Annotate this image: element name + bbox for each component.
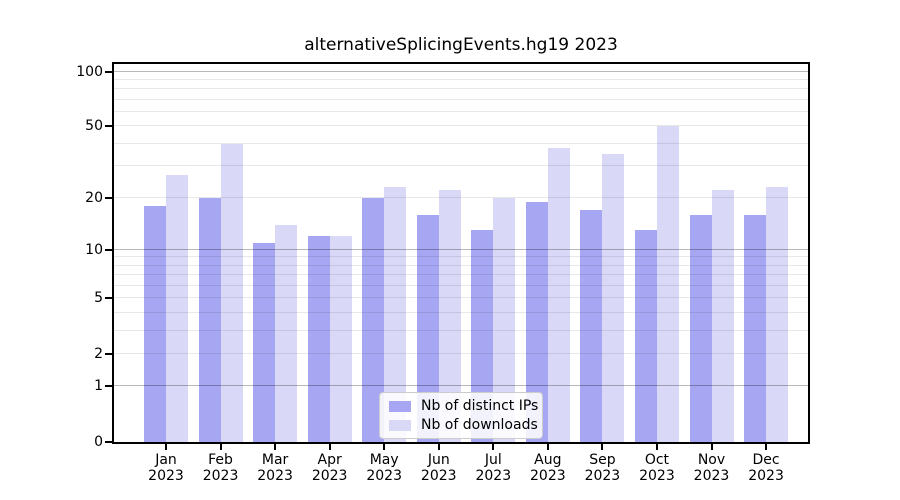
y-tick-label-100: 100 <box>76 63 103 80</box>
x-tick-apr <box>328 442 331 450</box>
x-tick-nov <box>710 442 713 450</box>
y-tick-0 <box>105 441 112 443</box>
bar-distinct-ips-jan <box>144 205 166 442</box>
bar-distinct-ips-jun <box>416 214 439 442</box>
y-tick-50 <box>105 125 112 128</box>
legend-label-distinct-ips: Nb of distinct IPs <box>421 398 539 414</box>
gridline-minor-60 <box>114 111 808 113</box>
bar-distinct-ips-mar <box>253 242 276 442</box>
gridline-minor-80 <box>114 88 808 90</box>
gridline-minor-2 <box>114 352 808 354</box>
bar-distinct-ips-oct <box>634 230 657 442</box>
legend-item-downloads: Nb of downloads <box>389 417 538 433</box>
x-tick-label-nov: Nov 2023 <box>693 452 730 484</box>
gridline-minor-40 <box>114 142 808 144</box>
y-tick-label-2: 2 <box>94 345 103 362</box>
bar-distinct-ips-feb <box>198 197 221 442</box>
gridline-minor-70 <box>114 98 808 100</box>
legend-swatch-distinct-ips <box>389 400 411 412</box>
y-tick-5 <box>105 297 112 300</box>
bar-distinct-ips-may <box>362 197 385 442</box>
x-tick-oct <box>655 442 658 450</box>
y-tick-20 <box>105 196 112 199</box>
bar-downloads-mar <box>275 224 298 442</box>
y-tick-label-50: 50 <box>85 118 103 135</box>
bar-downloads-jun <box>438 190 461 442</box>
x-tick-dec <box>765 442 768 450</box>
gridline-minor-5 <box>114 297 808 299</box>
x-tick-label-sep: Sep 2023 <box>584 452 621 484</box>
y-tick-label-20: 20 <box>85 189 103 206</box>
x-tick-feb <box>219 442 222 450</box>
gridline-major-10 <box>114 248 808 250</box>
x-tick-label-dec: Dec 2023 <box>748 452 784 484</box>
y-tick-label-1: 1 <box>94 378 103 395</box>
gridline-minor-90 <box>114 78 808 80</box>
x-tick-sep <box>601 442 604 450</box>
bar-downloads-nov <box>711 190 734 442</box>
bar-distinct-ips-dec <box>744 214 767 442</box>
legend-label-downloads: Nb of downloads <box>421 417 538 433</box>
bar-downloads-feb <box>220 143 243 442</box>
y-tick-1 <box>105 385 112 388</box>
x-tick-jul <box>492 442 495 450</box>
y-tick-label-0: 0 <box>94 434 103 450</box>
bar-downloads-sep <box>602 154 625 442</box>
x-tick-label-aug: Aug 2023 <box>530 452 566 484</box>
gridline-major-1 <box>114 385 808 387</box>
x-tick-label-jan: Jan 2023 <box>148 452 184 484</box>
bar-downloads-apr <box>329 236 352 442</box>
gridline-minor-7 <box>114 274 808 276</box>
legend-item-distinct-ips: Nb of distinct IPs <box>389 398 538 414</box>
gridline-minor-9 <box>114 256 808 258</box>
bar-downloads-oct <box>656 126 679 442</box>
gridline-minor-50 <box>114 125 808 127</box>
x-tick-jan <box>165 442 167 450</box>
bar-downloads-dec <box>766 186 789 442</box>
legend-swatch-downloads <box>389 419 411 431</box>
bar-downloads-jul <box>493 197 516 442</box>
y-tick-100 <box>105 70 112 73</box>
bar-downloads-may <box>384 186 407 442</box>
gridline-minor-6 <box>114 284 808 286</box>
gridline-minor-3 <box>114 329 808 331</box>
x-tick-label-jun: Jun 2023 <box>420 452 457 484</box>
x-tick-aug <box>546 442 549 450</box>
legend: Nb of distinct IPs Nb of downloads <box>379 392 543 439</box>
y-tick-label-10: 10 <box>85 241 103 258</box>
x-tick-label-mar: Mar 2023 <box>257 452 293 484</box>
plot-area: Nb of distinct IPs Nb of downloads Jan 20… <box>76 62 810 484</box>
gridline-minor-30 <box>114 165 808 167</box>
y-tick-2 <box>105 352 112 355</box>
x-tick-jun <box>437 442 440 450</box>
x-tick-mar <box>274 442 277 450</box>
bar-distinct-ips-aug <box>525 201 548 442</box>
x-tick-label-jul: Jul 2023 <box>475 452 512 484</box>
x-tick-label-may: May 2023 <box>366 452 402 484</box>
y-tick-label-5: 5 <box>94 290 103 307</box>
gridline-minor-20 <box>114 196 808 198</box>
bar-distinct-ips-apr <box>307 236 330 442</box>
bar-distinct-ips-sep <box>580 210 603 442</box>
x-tick-label-oct: Oct 2023 <box>639 452 675 484</box>
chart-title: alternativeSplicingEvents.hg19 2023 <box>304 35 618 55</box>
x-tick-label-feb: Feb 2023 <box>202 452 239 484</box>
bar-distinct-ips-jul <box>471 230 494 442</box>
gridline-minor-4 <box>114 311 808 313</box>
bar-distinct-ips-nov <box>689 214 712 442</box>
y-tick-10 <box>105 248 112 251</box>
x-tick-label-apr: Apr 2023 <box>311 452 348 484</box>
gridline-minor-8 <box>114 264 808 266</box>
bar-downloads-aug <box>547 147 570 442</box>
bar-downloads-jan <box>166 174 188 442</box>
x-tick-may <box>383 442 386 450</box>
gridline-major-100 <box>114 70 808 72</box>
